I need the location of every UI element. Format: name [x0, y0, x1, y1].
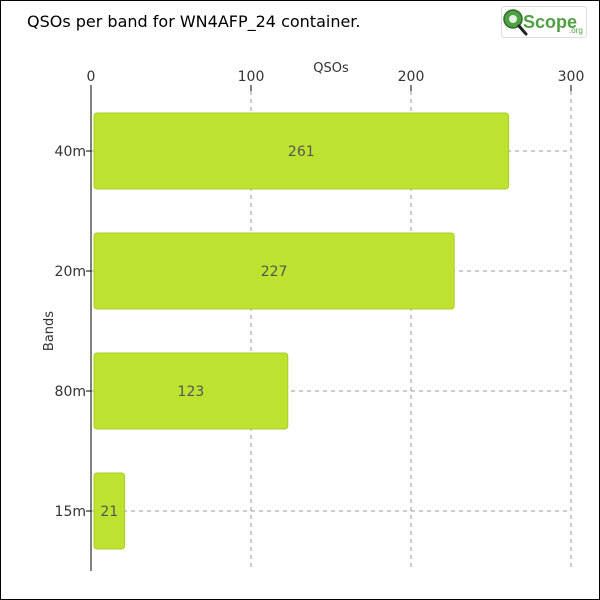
bar-15m: [93, 472, 126, 550]
x-tick-label: 100: [238, 69, 265, 85]
bar-40m: [93, 112, 510, 190]
qscope-logo: Scope .org: [501, 6, 587, 38]
y-tick-label-15m: 15m: [55, 504, 86, 520]
chart-title: QSOs per band for WN4AFP_24 container.: [27, 12, 361, 31]
x-axis-title: QSOs: [313, 61, 349, 76]
y-tick-label-80m: 80m: [55, 384, 86, 400]
y-tick-label-20m: 20m: [55, 264, 86, 280]
bars: 261 227 123 21: [93, 112, 510, 550]
logo-suffix: .org: [569, 26, 583, 35]
x-tick-label: 0: [87, 69, 96, 85]
logo-text: Scope: [523, 12, 577, 32]
data-label-15m: 21: [100, 504, 118, 520]
x-tick-label: 200: [398, 69, 425, 85]
x-tick-label: 300: [558, 69, 585, 85]
bar-80m: [93, 352, 289, 430]
data-label-40m: 261: [288, 144, 315, 160]
x-tick-labels: 0 100 200 300: [87, 69, 585, 85]
data-label-80m: 123: [178, 384, 205, 400]
y-tick-label-40m: 40m: [55, 144, 86, 160]
data-label-20m: 227: [261, 264, 288, 280]
y-tick-labels: 40m 20m 80m 15m: [55, 144, 91, 520]
y-axis-title: Bands: [42, 311, 57, 351]
bar-20m: [93, 232, 455, 310]
magnifier-q-icon: [503, 9, 528, 36]
